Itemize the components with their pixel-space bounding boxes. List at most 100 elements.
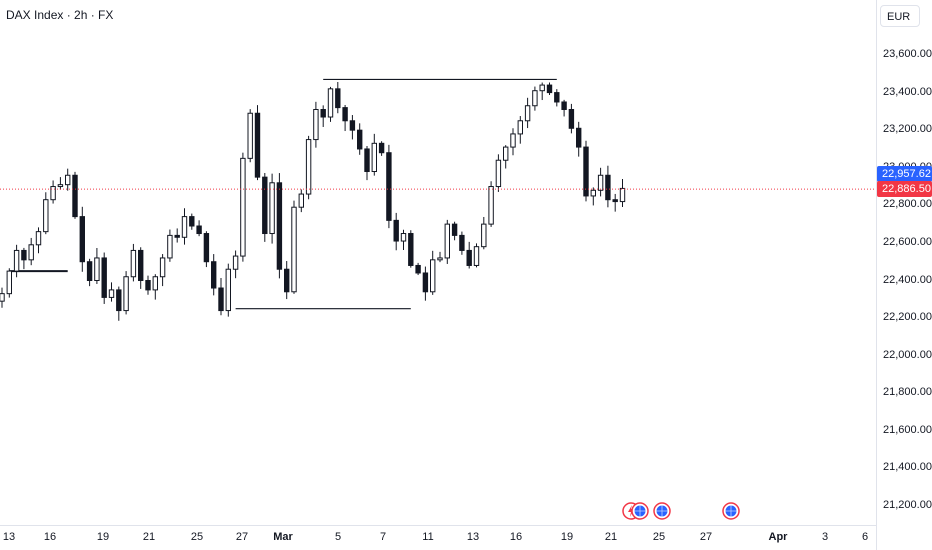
candle — [393, 212, 399, 251]
candle — [495, 154, 502, 192]
candle — [349, 115, 356, 140]
candle — [386, 144, 392, 229]
candle — [21, 247, 27, 270]
price-tick-label: 22,200.00 — [883, 311, 932, 324]
candle — [305, 135, 312, 200]
candle — [364, 146, 370, 181]
price-tick-label: 23,200.00 — [883, 123, 932, 136]
time-tick-label: 25 — [652, 531, 666, 543]
candle — [415, 262, 421, 276]
candle — [0, 287, 5, 308]
candle — [539, 82, 545, 101]
economic-event-icon[interactable] — [722, 502, 740, 520]
candle — [79, 206, 85, 272]
candle — [108, 282, 115, 302]
candle — [94, 247, 100, 284]
economic-event-icon[interactable] — [631, 502, 649, 520]
candle — [488, 181, 494, 227]
candle — [597, 167, 604, 197]
candle — [437, 251, 443, 263]
candle — [13, 244, 20, 278]
candle — [371, 133, 378, 176]
time-tick-label: 7 — [379, 531, 387, 543]
time-tick-label: 13 — [466, 531, 480, 543]
candle — [430, 250, 436, 295]
price-tick-label: 23,400.00 — [883, 85, 932, 98]
candle — [481, 216, 487, 250]
candle — [400, 229, 407, 250]
time-tick-label: Apr — [768, 531, 788, 543]
candle — [123, 271, 129, 315]
candle — [28, 237, 34, 266]
candle — [320, 105, 326, 127]
price-tick-label: 22,600.00 — [883, 235, 932, 248]
candle — [568, 103, 575, 134]
candle — [590, 187, 596, 206]
time-tick-label: 16 — [43, 531, 57, 543]
candle — [451, 221, 458, 241]
price-tag-blue: 22,957.62 — [877, 165, 932, 182]
candle — [335, 81, 341, 114]
candle — [517, 116, 523, 144]
candle — [284, 261, 290, 300]
candle — [444, 219, 451, 264]
time-tick-label: 27 — [235, 531, 249, 543]
candle — [422, 266, 429, 301]
candlestick-chart[interactable] — [0, 0, 876, 550]
time-tick-label: 3 — [821, 531, 829, 543]
candle — [247, 109, 253, 163]
candle — [561, 99, 567, 117]
candle — [262, 172, 268, 242]
candle — [291, 200, 297, 294]
time-tick-label: 13 — [2, 531, 16, 543]
time-tick-label: 16 — [509, 531, 523, 543]
time-tick-label: 6 — [861, 531, 869, 543]
candle — [503, 145, 509, 169]
time-tick-label: 21 — [142, 531, 156, 543]
candle — [524, 97, 531, 129]
price-axis-border — [876, 0, 877, 550]
candle — [254, 105, 261, 181]
candle — [116, 286, 122, 321]
candle — [583, 140, 589, 202]
price-tick-label: 21,200.00 — [883, 499, 932, 511]
candle — [65, 168, 71, 191]
candle — [605, 165, 611, 208]
candle — [72, 171, 78, 219]
time-tick-label: 25 — [190, 531, 204, 543]
candle — [327, 86, 334, 122]
candle — [240, 152, 246, 262]
candle — [174, 228, 180, 243]
price-tick-label: 21,600.00 — [883, 423, 932, 436]
candle — [138, 247, 144, 289]
candle — [276, 173, 283, 279]
candle — [211, 254, 217, 296]
price-tick-label: 22,400.00 — [883, 273, 932, 286]
economic-event-icon[interactable] — [653, 502, 671, 520]
candle — [576, 121, 582, 157]
candle — [510, 128, 516, 156]
candle — [612, 193, 618, 212]
time-tick-label: 11 — [422, 531, 434, 543]
candle — [218, 278, 224, 316]
chart-title: DAX Index · 2h · FX — [6, 8, 114, 22]
candle — [269, 173, 275, 244]
candle — [459, 231, 465, 255]
candle — [378, 141, 385, 156]
candle — [554, 89, 560, 107]
candle — [466, 241, 472, 269]
candle — [408, 230, 414, 268]
candle — [532, 86, 538, 111]
candle — [189, 213, 195, 230]
candle — [203, 231, 210, 268]
candle — [167, 229, 173, 262]
candle — [86, 258, 93, 287]
time-tick-label: 19 — [560, 531, 574, 543]
candle — [57, 177, 64, 190]
candle — [196, 220, 202, 237]
currency-selector[interactable]: EUR — [880, 5, 920, 27]
candle — [342, 104, 348, 132]
candle — [232, 250, 239, 279]
candle — [6, 268, 12, 298]
time-axis-border — [0, 525, 876, 526]
